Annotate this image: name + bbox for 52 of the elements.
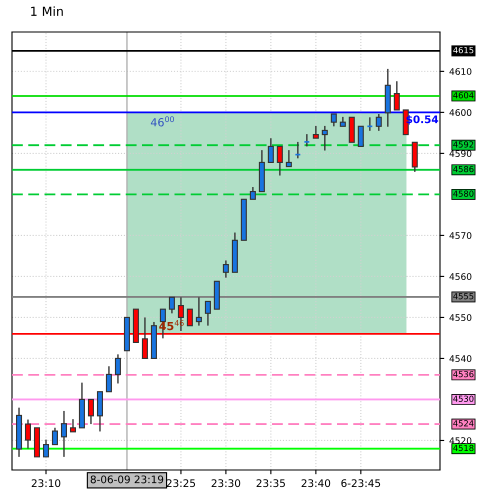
candlestick bbox=[304, 133, 310, 148]
candlestick bbox=[366, 116, 374, 132]
x-tick-label: 23:40 bbox=[302, 479, 330, 488]
ref-line-label: 4586 bbox=[453, 166, 474, 172]
y-tick-label: 4560 bbox=[449, 273, 472, 280]
candlestick bbox=[330, 113, 337, 128]
chart-title: 1 Min bbox=[31, 6, 63, 16]
candlestick bbox=[106, 366, 112, 392]
candlestick bbox=[312, 125, 319, 139]
candlestick bbox=[196, 296, 202, 326]
candlestick bbox=[294, 141, 302, 160]
y-tick-label: 4540 bbox=[449, 355, 472, 362]
ref-line-label: 4555 bbox=[453, 293, 474, 300]
ref-line-label: 4580 bbox=[453, 190, 474, 197]
ref-line-label: 4524 bbox=[453, 420, 474, 426]
candlestick bbox=[340, 116, 346, 128]
candlestick bbox=[204, 300, 211, 326]
candlestick bbox=[60, 410, 67, 458]
candlestick bbox=[322, 125, 328, 152]
annotation: 46$^{00}$ bbox=[150, 116, 174, 126]
x-tick-label: 23:25 bbox=[166, 479, 196, 488]
ref-line-label: 4604 bbox=[453, 92, 474, 98]
candlestick bbox=[88, 398, 94, 425]
ref-line-label: 4530 bbox=[453, 396, 474, 402]
y-tick-label: 4600 bbox=[449, 109, 472, 116]
x-tick-label: 23:35 bbox=[256, 479, 285, 488]
candlestick bbox=[250, 186, 256, 200]
candlestick bbox=[114, 354, 121, 384]
y-tick-label: 4610 bbox=[449, 68, 472, 75]
candlestick bbox=[42, 438, 50, 458]
candlestick bbox=[70, 418, 76, 433]
candlestick bbox=[52, 427, 58, 446]
y-tick-label: 4570 bbox=[449, 232, 472, 239]
x-tick-label: 23:10 bbox=[32, 479, 60, 488]
ref-line-label: 4518 bbox=[453, 444, 474, 452]
candlestick bbox=[168, 296, 175, 314]
candlestick bbox=[222, 260, 229, 278]
ref-line-label: 4615 bbox=[453, 46, 474, 54]
candlestick bbox=[276, 146, 283, 176]
x-tick-label: 6-23:45 bbox=[341, 479, 380, 488]
ref-line-label: 4592 bbox=[453, 141, 474, 148]
candlestick bbox=[394, 80, 400, 111]
candlestick bbox=[24, 418, 31, 450]
ref-line-label: 4536 bbox=[453, 370, 474, 378]
candlestick bbox=[358, 126, 364, 147]
candlestick bbox=[286, 149, 292, 168]
y-tick-label: 4550 bbox=[449, 314, 472, 321]
candlestick bbox=[186, 308, 193, 326]
ref-line-label: 8-06-09 23:19 bbox=[90, 475, 164, 484]
candlestick bbox=[376, 113, 382, 132]
x-tick-label: 23:30 bbox=[212, 479, 240, 488]
candlestick bbox=[268, 138, 274, 164]
